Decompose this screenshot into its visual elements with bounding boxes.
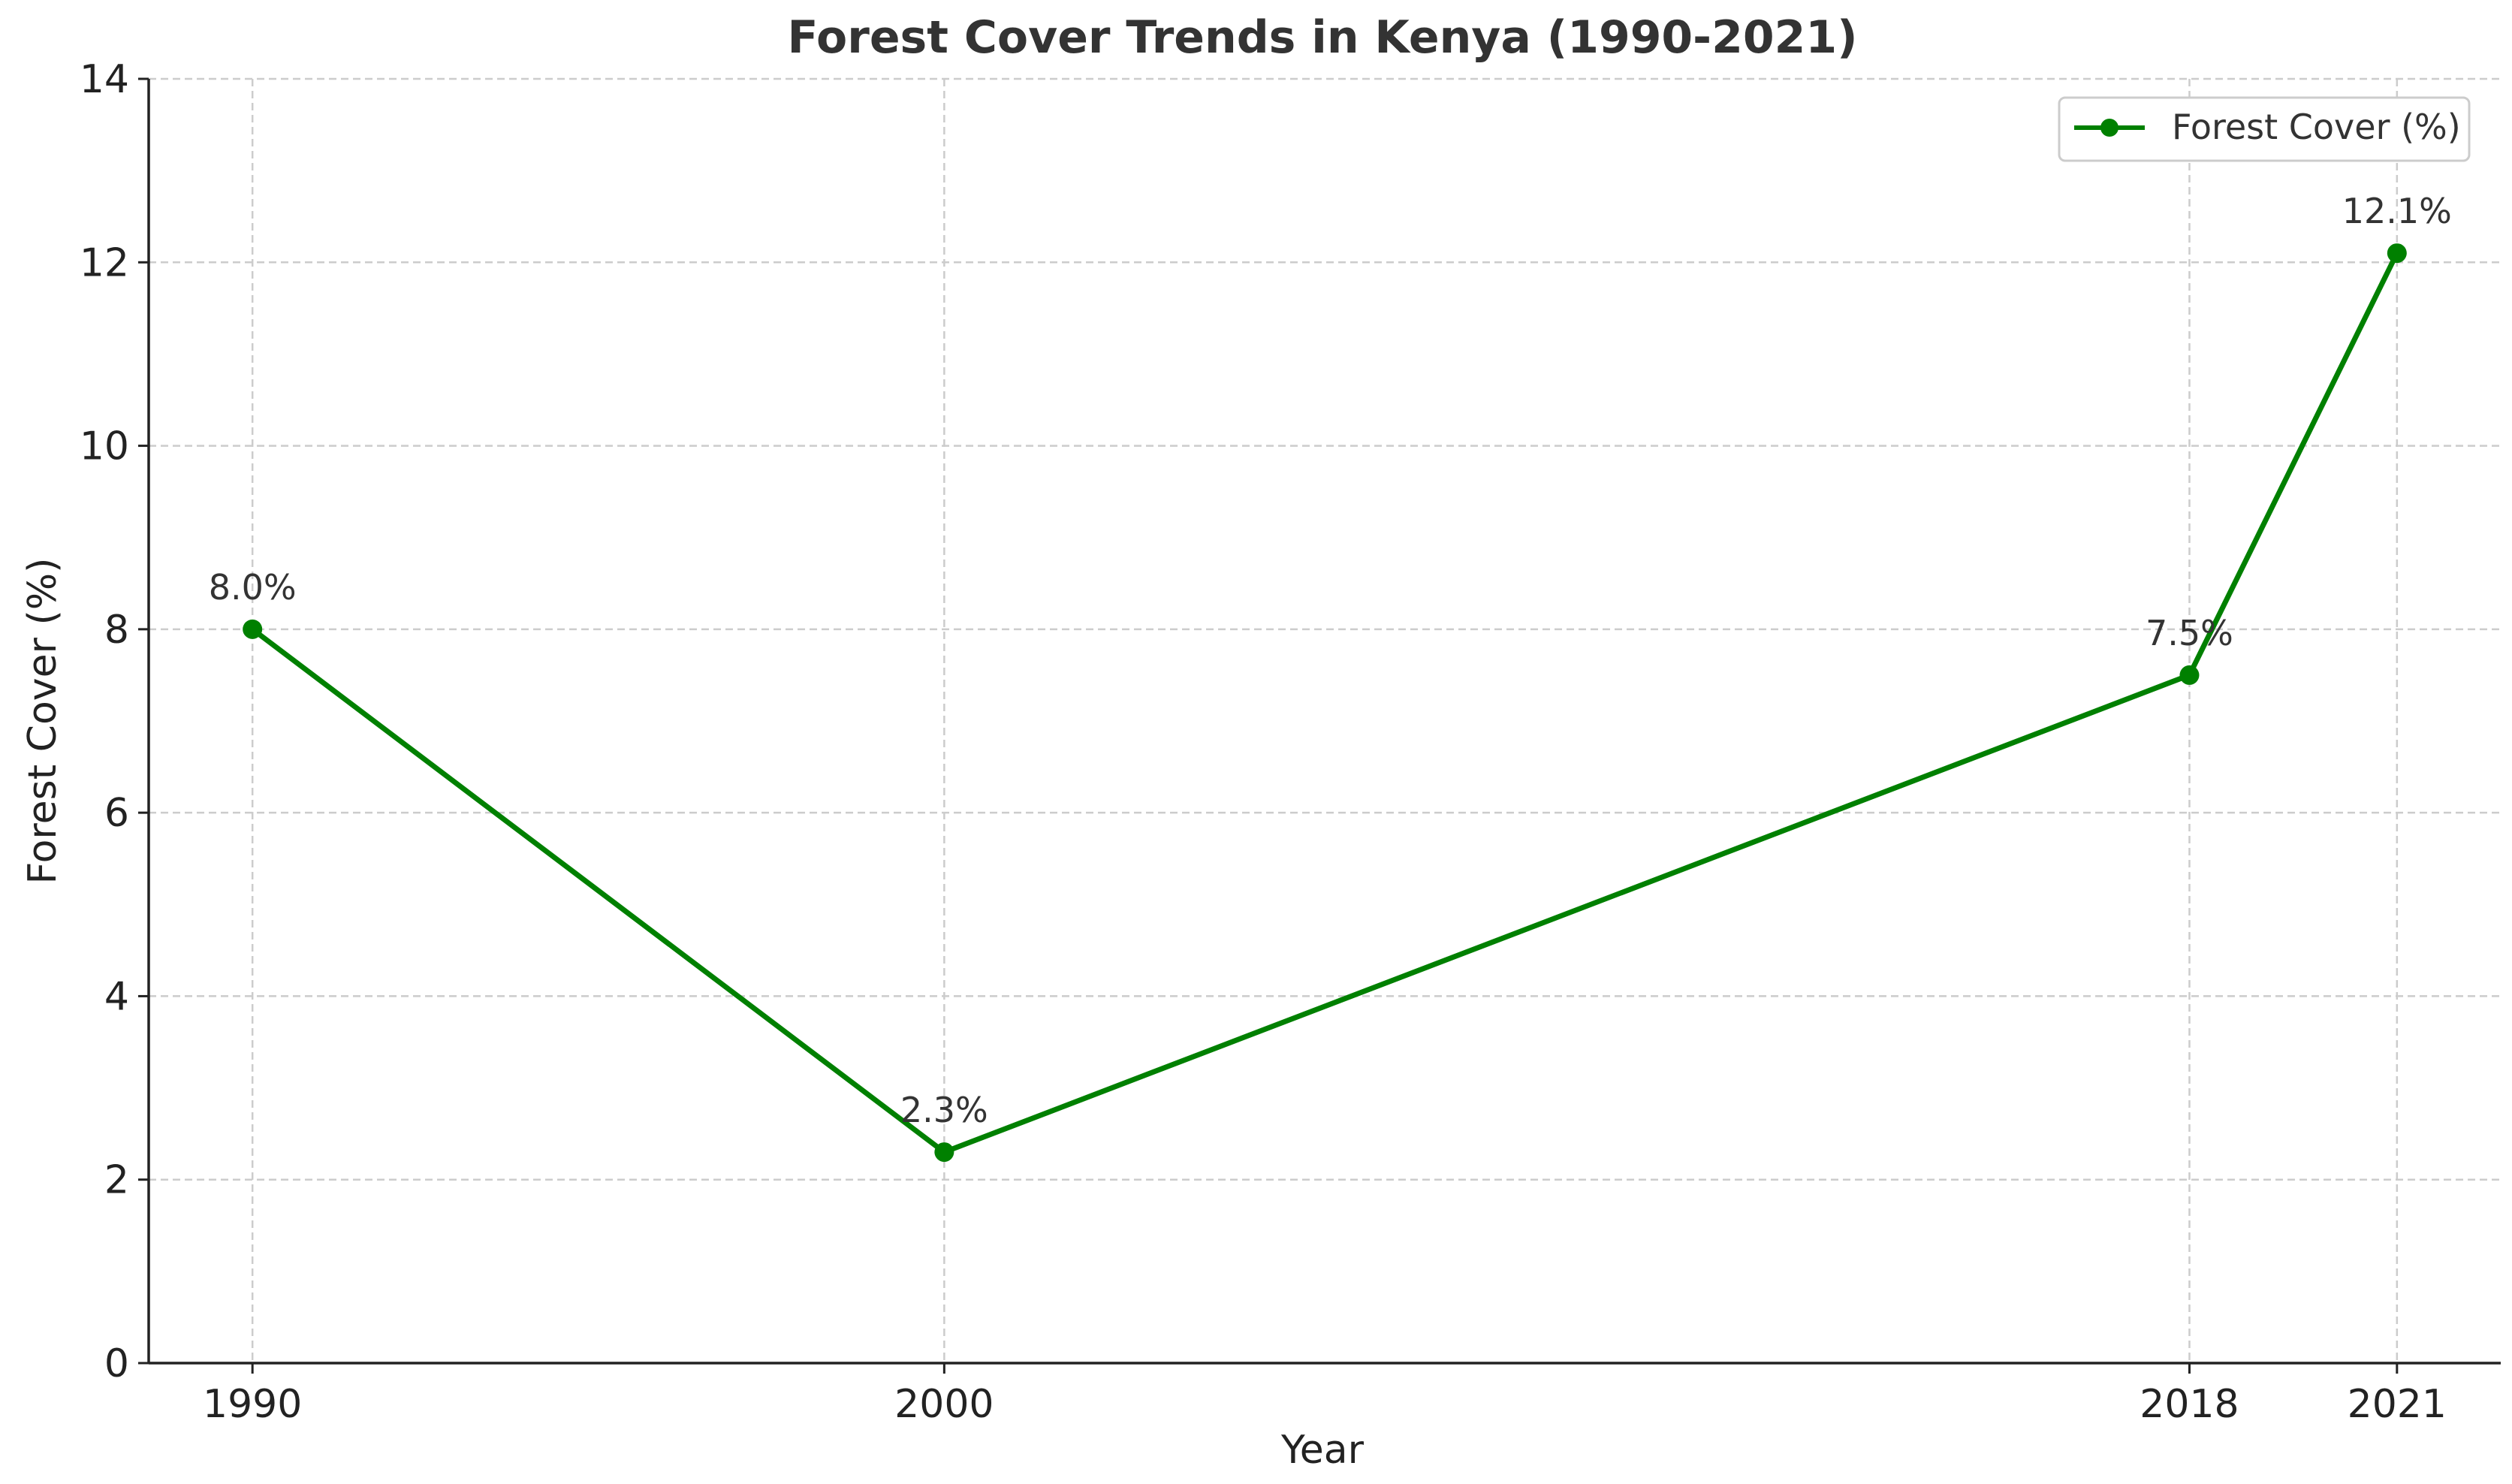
data-point <box>243 619 263 639</box>
data-labels: 8.0% 2.3% 7.5% 12.1% <box>209 191 2452 1130</box>
data-label: 7.5% <box>2146 613 2233 653</box>
chart-title: Forest Cover Trends in Kenya (1990-2021) <box>788 11 1858 64</box>
series <box>243 243 2407 1163</box>
data-label: 2.3% <box>900 1090 988 1130</box>
y-tick-label: 6 <box>104 791 129 836</box>
x-tick-label: 2000 <box>894 1382 994 1427</box>
y-tick-label: 8 <box>104 608 129 653</box>
x-tick-label: 2021 <box>2348 1382 2447 1427</box>
x-axis-label: Year <box>1280 1428 1365 1473</box>
grid <box>149 77 2501 1363</box>
y-tick-label: 12 <box>80 240 129 285</box>
y-tick-label: 4 <box>104 974 129 1019</box>
legend-frame <box>2058 96 2471 162</box>
series-line <box>249 250 2400 1155</box>
x-tick-label: 1990 <box>203 1382 302 1427</box>
data-label: 8.0% <box>209 567 297 608</box>
tick-labels: 0 2 4 6 8 10 12 14 1990 2000 2018 2021 <box>80 57 2447 1427</box>
legend: Forest Cover (%) <box>2058 96 2471 162</box>
y-tick-label: 14 <box>80 57 129 102</box>
data-point <box>2179 665 2200 685</box>
y-tick-label: 10 <box>80 424 129 469</box>
y-tick-label: 2 <box>104 1158 129 1203</box>
legend-label: Forest Cover (%) <box>2172 107 2461 147</box>
data-point <box>2387 243 2407 264</box>
data-point <box>934 1142 954 1163</box>
legend-point-marker <box>2100 119 2118 137</box>
data-label: 12.1% <box>2342 191 2452 231</box>
x-tick-label: 2018 <box>2140 1382 2239 1427</box>
axes <box>138 77 2501 1374</box>
y-axis-label: Forest Cover (%) <box>20 558 65 885</box>
y-tick-label: 0 <box>104 1341 129 1386</box>
